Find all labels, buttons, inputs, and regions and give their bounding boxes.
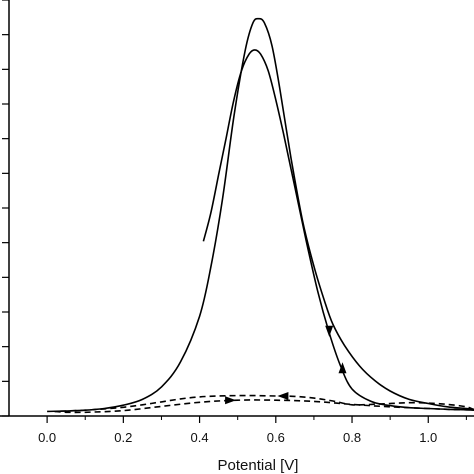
series-2-line [54,399,474,414]
direction-marker-up [338,362,347,374]
series-layer [47,17,474,414]
series-3-line [54,394,474,413]
x-tick-label-1: 0.2 [114,430,132,445]
x-tick-label-5: 1.0 [419,430,437,445]
x-tick-label-0: 0.0 [38,430,56,445]
x-tick-label-4: 0.8 [343,430,361,445]
series-0-line [47,17,474,413]
direction-markers [225,325,347,405]
series-1-line [202,49,474,411]
direction-marker-left [277,392,289,400]
x-tick-label-2: 0.4 [191,430,209,445]
x-axis-title: Potential [V] [218,457,299,474]
y-ticks [2,0,9,417]
x-tick-label-3: 0.6 [267,430,285,445]
direction-marker-right [225,396,237,405]
direction-marker-down [325,325,334,337]
x-ticks: 0.0 0.2 0.4 0.6 0.8 1.0 [38,416,467,445]
plot-area: 0.0 0.2 0.4 0.6 0.8 1.0 [0,0,474,445]
